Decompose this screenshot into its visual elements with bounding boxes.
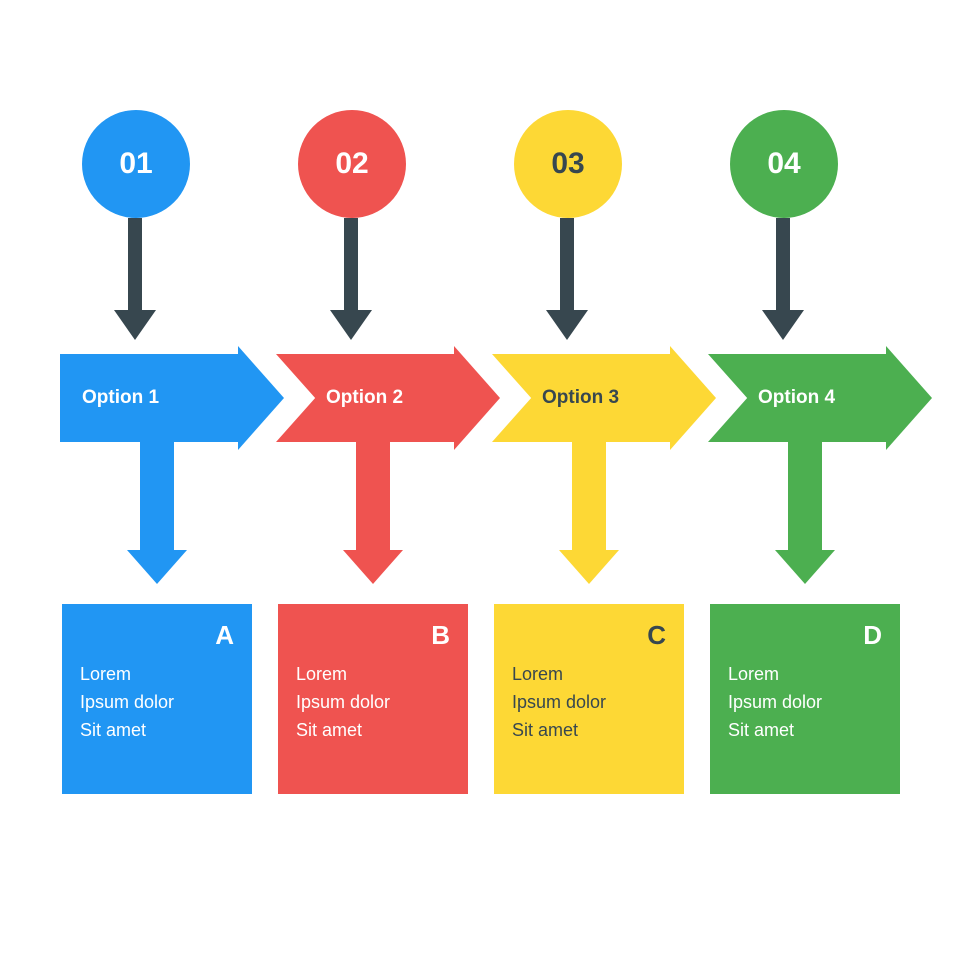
detail-box-letter: A (80, 620, 234, 651)
option-arrow-label: Option 2 (276, 354, 454, 442)
option-arrow-label: Option 1 (60, 354, 238, 442)
option-arrow-3: Option 3 (492, 354, 720, 442)
detail-box-text: Lorem Ipsum dolor Sit amet (728, 661, 882, 745)
down-color-arrow-icon (140, 442, 187, 584)
down-arrow-icon (344, 218, 372, 340)
down-color-arrow-icon (788, 442, 835, 584)
detail-box-text: Lorem Ipsum dolor Sit amet (80, 661, 234, 745)
detail-box-text: Lorem Ipsum dolor Sit amet (512, 661, 666, 745)
down-color-arrow-icon (356, 442, 403, 584)
step-circle-4: 04 (730, 110, 838, 218)
option-arrow-2: Option 2 (276, 354, 504, 442)
option-arrow-4: Option 4 (708, 354, 936, 442)
down-color-arrow-icon (572, 442, 619, 584)
detail-box-2: B Lorem Ipsum dolor Sit amet (278, 604, 468, 794)
detail-box-4: D Lorem Ipsum dolor Sit amet (710, 604, 900, 794)
down-arrow-icon (128, 218, 156, 340)
detail-box-1: A Lorem Ipsum dolor Sit amet (62, 604, 252, 794)
down-arrow-icon (776, 218, 804, 340)
step-column-1: 01 Option 1 A Lorem Ipsum dolor Sit amet (60, 110, 280, 870)
step-column-4: 04 Option 4 D Lorem Ipsum dolor Sit amet (708, 110, 928, 870)
step-circle-3: 03 (514, 110, 622, 218)
detail-box-text: Lorem Ipsum dolor Sit amet (296, 661, 450, 745)
option-arrow-label: Option 4 (708, 354, 886, 442)
infographic-stage: 01 Option 1 A Lorem Ipsum dolor Sit amet… (60, 110, 940, 870)
down-arrow-icon (560, 218, 588, 340)
step-column-2: 02 Option 2 B Lorem Ipsum dolor Sit amet (276, 110, 496, 870)
detail-box-3: C Lorem Ipsum dolor Sit amet (494, 604, 684, 794)
detail-box-letter: C (512, 620, 666, 651)
arrow-tip-icon (886, 346, 932, 450)
detail-box-letter: D (728, 620, 882, 651)
step-column-3: 03 Option 3 C Lorem Ipsum dolor Sit amet (492, 110, 712, 870)
step-circle-2: 02 (298, 110, 406, 218)
option-arrow-label: Option 3 (492, 354, 670, 442)
step-circle-1: 01 (82, 110, 190, 218)
option-arrow-1: Option 1 (60, 354, 288, 442)
detail-box-letter: B (296, 620, 450, 651)
